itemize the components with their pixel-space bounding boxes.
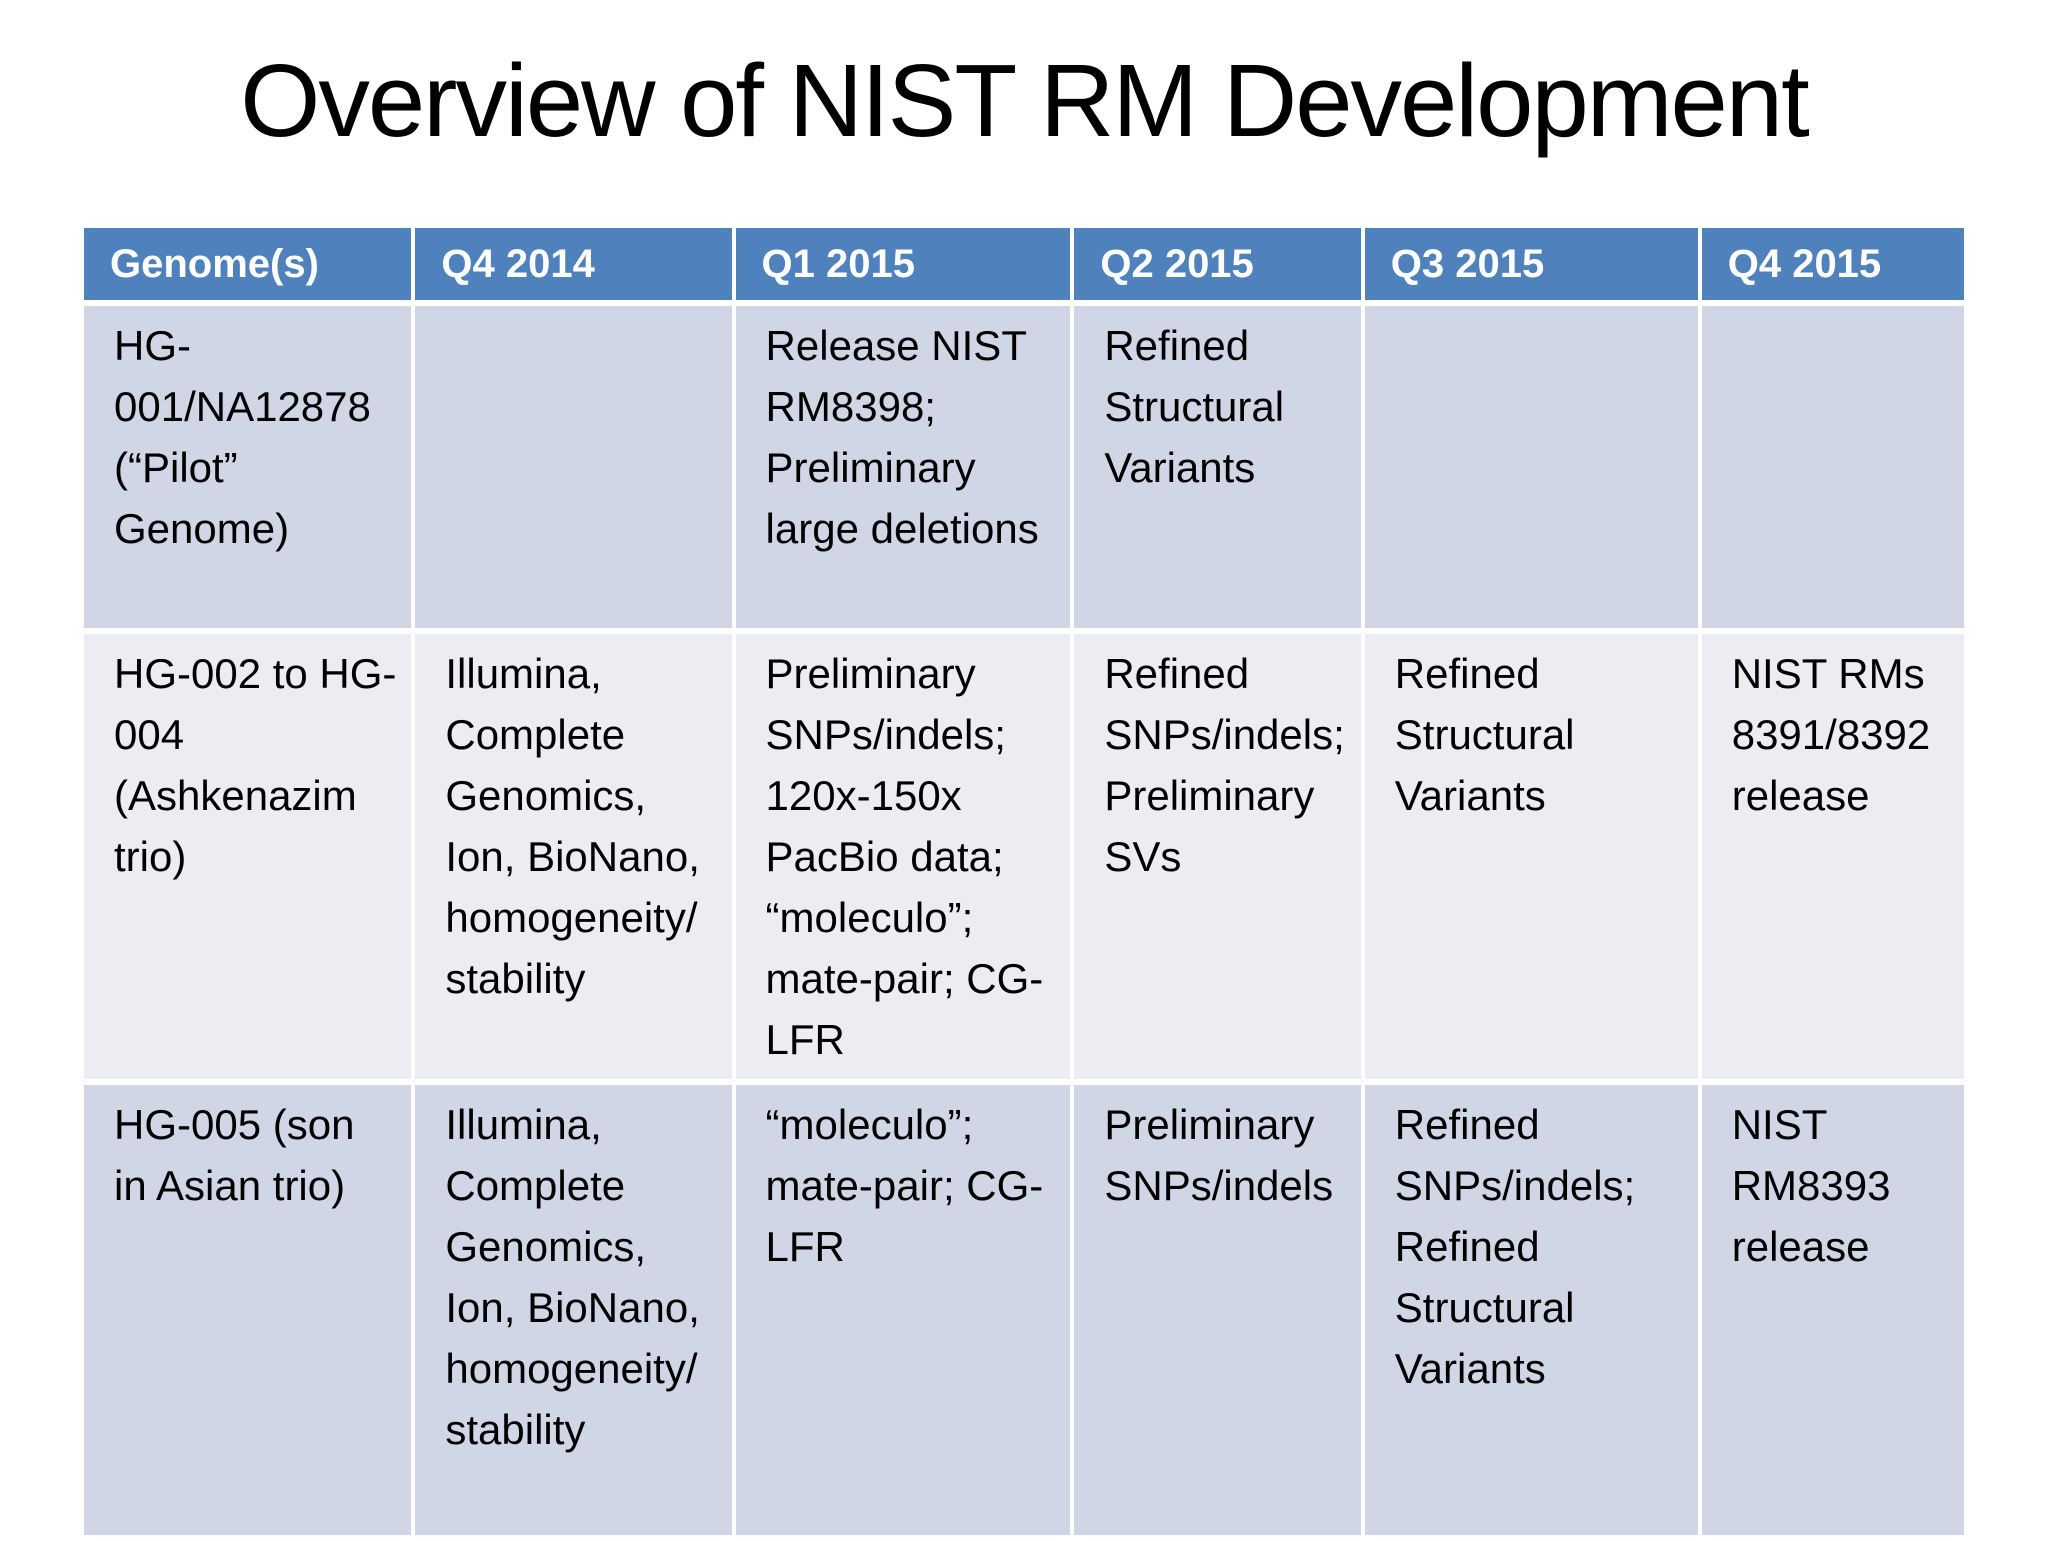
col-header-q2-2015: Q2 2015 xyxy=(1074,228,1361,300)
table-row-hg002-004: HG-002 to HG-004 (Ashkenazim trio) Illum… xyxy=(84,634,1964,1079)
table-row-hg005: HG-005 (son in Asian trio) Illumina, Com… xyxy=(84,1085,1964,1535)
cell-hg002-q3-2015: Refined Structural Variants xyxy=(1364,634,1698,1079)
table-header-row: Genome(s) Q4 2014 Q1 2015 Q2 2015 Q3 201… xyxy=(84,228,1964,300)
cell-hg001-q4-2014 xyxy=(415,306,732,628)
cell-hg002-genome: HG-002 to HG-004 (Ashkenazim trio) xyxy=(84,634,412,1079)
cell-hg002-q1-2015: Preliminary SNPs/indels; 120x-150x PacBi… xyxy=(735,634,1071,1079)
cell-hg002-q4-2015: NIST RMs 8391/8392 release xyxy=(1701,634,1964,1079)
cell-hg005-q3-2015: Refined SNPs/indels; Refined Structural … xyxy=(1364,1085,1698,1535)
cell-hg002-q4-2014: Illumina, Complete Genomics, Ion, BioNan… xyxy=(415,634,732,1079)
cell-hg001-q2-2015: Refined Structural Variants xyxy=(1074,306,1361,628)
col-header-genomes: Genome(s) xyxy=(84,228,412,300)
table-row-hg001: HG-001/NA12878 (“Pilot” Genome) Release … xyxy=(84,306,1964,628)
cell-hg001-genome: HG-001/NA12878 (“Pilot” Genome) xyxy=(84,306,412,628)
cell-hg005-q1-2015: “moleculo”; mate-pair; CG-LFR xyxy=(735,1085,1071,1535)
cell-hg005-q4-2015: NIST RM8393 release xyxy=(1701,1085,1964,1535)
cell-hg005-genome: HG-005 (son in Asian trio) xyxy=(84,1085,412,1535)
cell-hg005-q2-2015: Preliminary SNPs/indels xyxy=(1074,1085,1361,1535)
cell-hg001-q1-2015: Release NIST RM8398; Preliminary large d… xyxy=(735,306,1071,628)
col-header-q4-2015: Q4 2015 xyxy=(1701,228,1964,300)
cell-hg005-q4-2014: Illumina, Complete Genomics, Ion, BioNan… xyxy=(415,1085,732,1535)
cell-hg002-q2-2015: Refined SNPs/indels; Preliminary SVs xyxy=(1074,634,1361,1079)
col-header-q3-2015: Q3 2015 xyxy=(1364,228,1698,300)
col-header-q1-2015: Q1 2015 xyxy=(735,228,1071,300)
col-header-q4-2014: Q4 2014 xyxy=(415,228,732,300)
cell-hg001-q4-2015 xyxy=(1701,306,1964,628)
nist-rm-development-table: Genome(s) Q4 2014 Q1 2015 Q2 2015 Q3 201… xyxy=(80,222,1968,1541)
slide-title: Overview of NIST RM Development xyxy=(240,43,1809,158)
cell-hg001-q3-2015 xyxy=(1364,306,1698,628)
